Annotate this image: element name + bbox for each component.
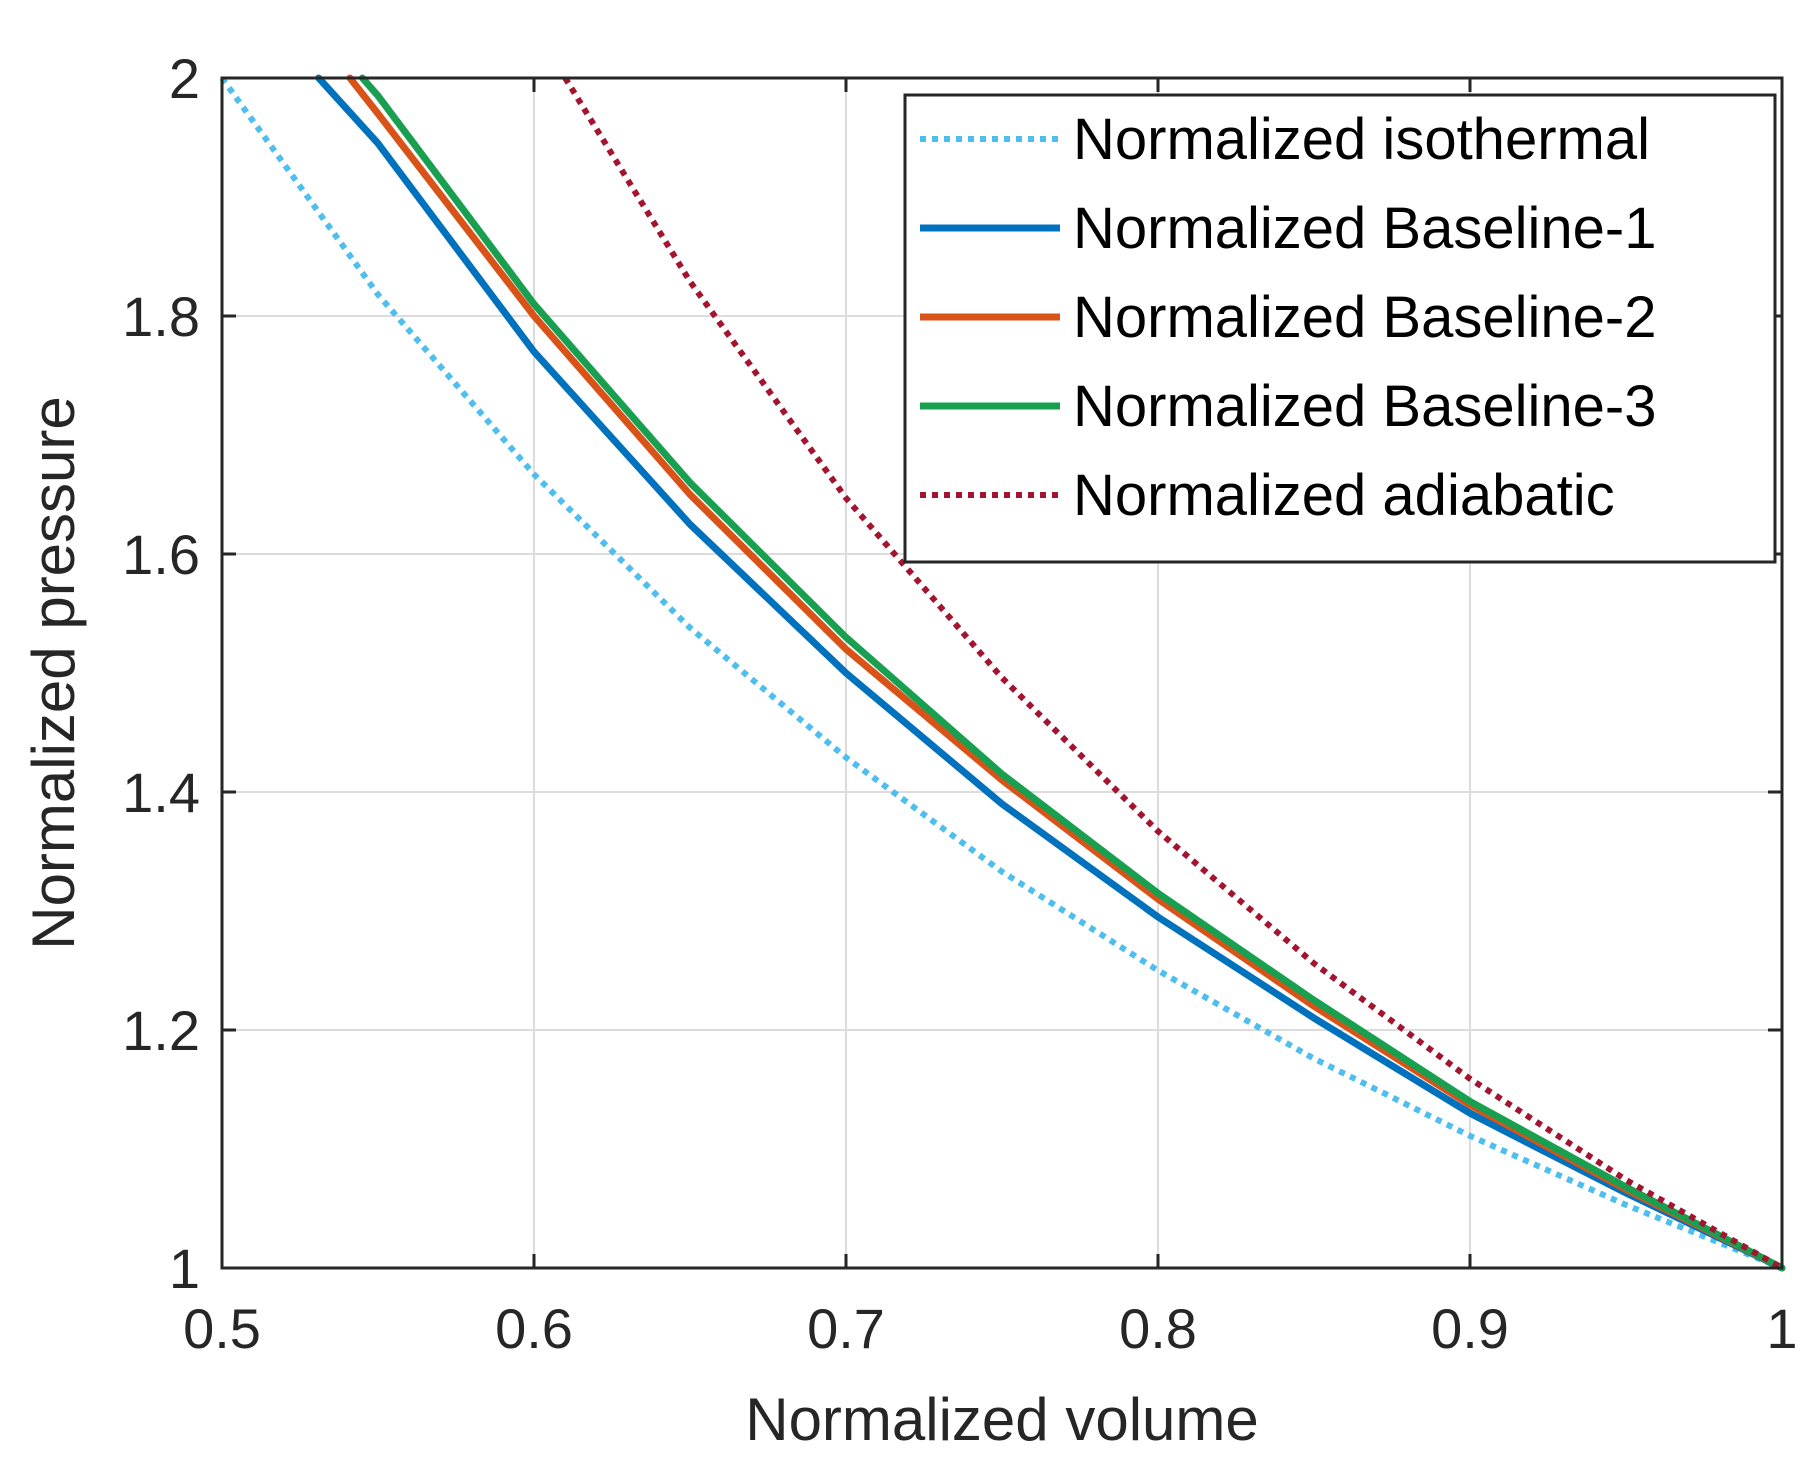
series-line-2 bbox=[315, 74, 1786, 1272]
y-tick-label: 1.6 bbox=[122, 523, 200, 586]
series-line-1 bbox=[219, 76, 1784, 1271]
series-lines bbox=[219, 74, 1786, 1272]
x-tick-label: 0.8 bbox=[1119, 1297, 1197, 1360]
x-tick-label: 1 bbox=[1766, 1297, 1797, 1360]
legend-label: Normalized Baseline-3 bbox=[1073, 374, 1656, 439]
legend-label: Normalized Baseline-2 bbox=[1073, 285, 1656, 350]
legend-label: Normalized Baseline-1 bbox=[1073, 196, 1656, 261]
y-tick-label: 2 bbox=[169, 47, 200, 110]
y-tick-label: 1.2 bbox=[122, 999, 200, 1062]
x-axis-label: Normalized volume bbox=[745, 1386, 1259, 1453]
y-tick-label: 1 bbox=[169, 1237, 200, 1300]
series-line-5 bbox=[562, 76, 1784, 1271]
y-tick-label: 1.4 bbox=[122, 761, 200, 824]
y-tick-label: 1.8 bbox=[122, 285, 200, 348]
x-tick-label: 0.7 bbox=[807, 1297, 885, 1360]
legend-box bbox=[903, 93, 1777, 564]
x-tick-label: 0.5 bbox=[183, 1297, 261, 1360]
x-tick-label: 0.6 bbox=[495, 1297, 573, 1360]
x-tick-label: 0.9 bbox=[1431, 1297, 1509, 1360]
axis-ticks: 0.5 0.6 0.7 0.8 0.9 1 1 1.2 1.4 1.6 1.8 2 bbox=[122, 47, 1797, 1360]
plot-area-frame bbox=[220, 76, 1784, 1270]
legend-label: Normalized isothermal bbox=[1073, 107, 1650, 172]
y-axis-label: Normalized pressure bbox=[20, 396, 87, 950]
legend: Normalized isothermal Normalized Baseline… bbox=[903, 93, 1777, 564]
series-line-4 bbox=[358, 74, 1786, 1272]
legend-label: Normalized adiabatic bbox=[1073, 463, 1615, 528]
